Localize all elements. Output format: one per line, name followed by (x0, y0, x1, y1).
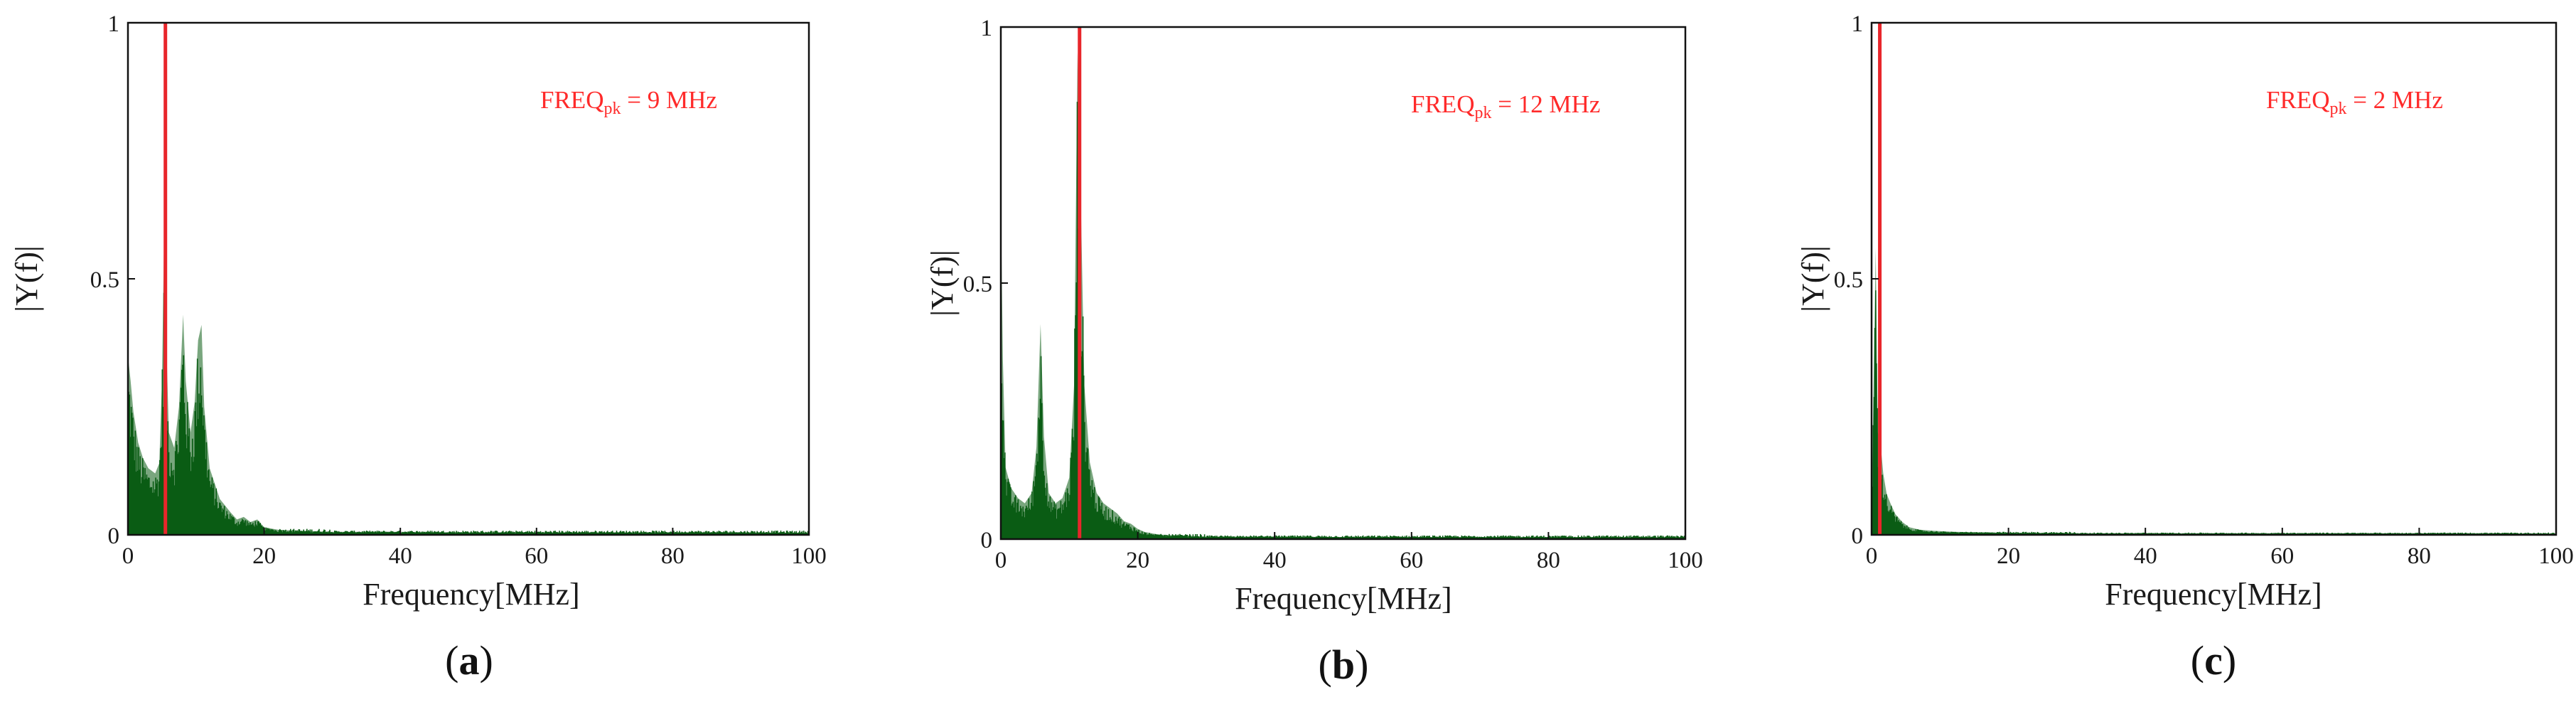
plot-area (1001, 27, 1685, 539)
x-tick-label: 20 (1997, 543, 2020, 569)
peak-frequency-annotation: FREQpk = 12 MHz (1411, 90, 1600, 122)
y-axis-label: |Y(f)| (925, 250, 960, 316)
x-tick-label: 20 (252, 543, 276, 569)
y-tick-label: 0.5 (90, 267, 119, 293)
y-tick-label: 0 (108, 523, 120, 549)
y-tick-label: 1 (108, 11, 120, 37)
plot-area (128, 23, 809, 535)
y-tick-label: 1 (981, 16, 993, 41)
x-tick-label: 60 (2270, 543, 2294, 569)
x-tick-label: 40 (2134, 543, 2157, 569)
x-axis-label: Frequency[MHz] (363, 577, 579, 612)
x-tick-label: 100 (1668, 548, 1703, 573)
y-tick-label: 0 (1852, 523, 1864, 549)
x-tick-label: 0 (995, 548, 1007, 573)
x-tick-label: 80 (1537, 548, 1560, 573)
y-axis-label: |Y(f)| (1796, 245, 1830, 312)
y-tick-label: 1 (1852, 11, 1864, 37)
x-tick-label: 40 (389, 543, 412, 569)
chart-panel-a: 0 20 40 60 80 100 0 0.5 1 Frequency[MHz] |Y(f)| FRE… (9, 11, 827, 684)
x-tick-label: 60 (1400, 548, 1423, 573)
x-tick-label: 0 (1866, 543, 1878, 569)
x-axis-label: Frequency[MHz] (1235, 581, 1451, 616)
panel-label: (a) (445, 637, 493, 684)
y-tick-label: 0.5 (1834, 267, 1863, 293)
x-tick-label: 20 (1126, 548, 1149, 573)
x-tick-label: 60 (525, 543, 548, 569)
y-tick-label: 0.5 (963, 272, 992, 297)
chart-panel-b: 0 20 40 60 80 100 0 0.5 1 Frequency[MHz] |Y(f)| FRE… (925, 16, 1703, 688)
x-tick-label: 80 (2408, 543, 2431, 569)
y-tick-label: 0 (981, 528, 993, 553)
x-tick-label: 100 (791, 543, 827, 569)
peak-frequency-annotation: FREQpk = 2 MHz (2266, 86, 2443, 118)
panel-label: (b) (1319, 642, 1369, 688)
x-tick-label: 80 (661, 543, 685, 569)
panel-label: (c) (2191, 637, 2236, 684)
chart-panel-c: 0 20 40 60 80 100 0 0.5 1 Frequency[MHz] |Y(f)| FRE… (1796, 11, 2574, 684)
x-tick-label: 0 (122, 543, 134, 569)
peak-frequency-annotation: FREQpk = 9 MHz (540, 86, 717, 118)
x-tick-label: 100 (2538, 543, 2574, 569)
y-axis-label: |Y(f)| (9, 245, 44, 312)
spectrum-envelope (128, 238, 809, 535)
x-tick-label: 40 (1263, 548, 1287, 573)
spectrum-envelope (1001, 53, 1685, 539)
plot-area (1872, 23, 2556, 535)
x-axis-label: Frequency[MHz] (2105, 577, 2322, 612)
